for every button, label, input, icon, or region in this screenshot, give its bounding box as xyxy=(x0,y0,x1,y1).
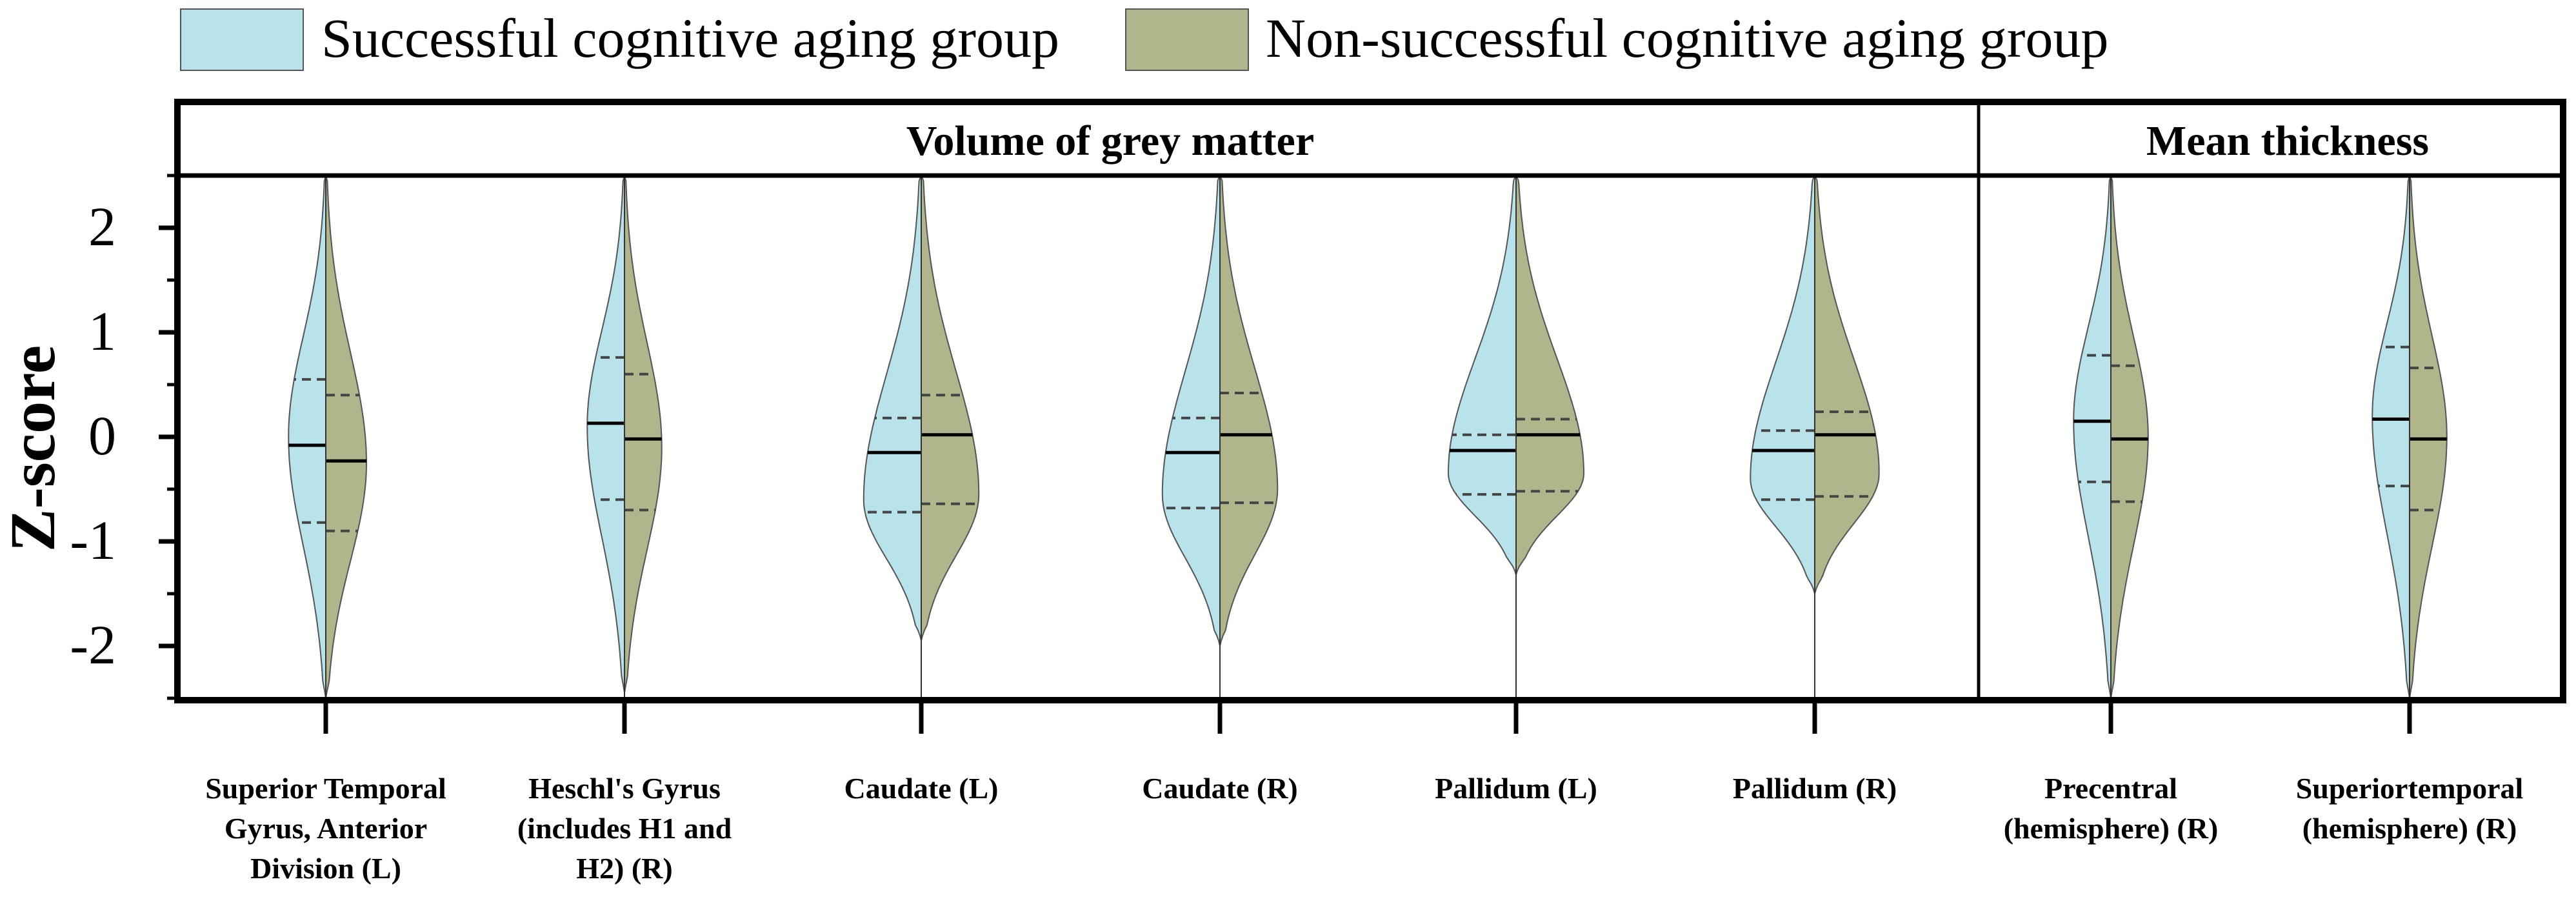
panel-title-volume: Volume of grey matter xyxy=(906,117,1314,165)
panel-title-thickness: Mean thickness xyxy=(2146,117,2429,165)
y-tick-label: -1 xyxy=(70,509,116,571)
violin-half-non-successful xyxy=(2110,175,2149,699)
violin-half-non-successful xyxy=(1814,175,1880,594)
violin-half-non-successful xyxy=(1515,175,1585,576)
violin-group xyxy=(1161,175,1279,700)
x-tick-label: Caudate (R) xyxy=(1142,772,1297,805)
violins xyxy=(288,175,2448,700)
x-tick-label-line: Caudate (R) xyxy=(1142,772,1297,805)
violin-group xyxy=(1750,175,1880,700)
violin-half-successful xyxy=(1447,175,1517,576)
x-tick-label-line: (includes H1 and xyxy=(517,812,732,845)
x-tick-label-line: (hemisphere) (R) xyxy=(2004,812,2219,845)
x-tick-label-line: (hemisphere) (R) xyxy=(2302,812,2517,845)
y-tick-label: 1 xyxy=(88,300,116,362)
x-tick-label-line: Precentral xyxy=(2044,772,2177,805)
x-tick-label: Pallidum (L) xyxy=(1435,772,1597,805)
x-tick-label: Heschl's Gyrus (includes H1 and H2) (R) xyxy=(517,772,732,885)
violin-half-non-successful xyxy=(325,175,367,699)
x-tick-label-line: Caudate (L) xyxy=(844,772,999,805)
x-tick-label: Precentral (hemisphere) (R) xyxy=(2004,772,2219,845)
violin-group xyxy=(1447,175,1585,700)
x-tick-label-line: Superiortemporal xyxy=(2296,772,2524,805)
plot-frame: Volume of grey matter Mean thickness xyxy=(174,99,2566,703)
violin-half-successful xyxy=(288,175,326,699)
violin-group xyxy=(586,175,663,700)
violin-half-non-successful xyxy=(1219,175,1279,647)
y-tick-label: 2 xyxy=(88,196,116,257)
violin-half-successful xyxy=(1161,175,1221,647)
violin-half-non-successful xyxy=(921,175,980,641)
legend-label-successful: Successful cognitive aging group xyxy=(321,7,1059,69)
violin-group xyxy=(2073,175,2149,700)
x-tick-label-line: Heschl's Gyrus xyxy=(528,772,721,805)
legend-label-non-successful: Non-successful cognitive aging group xyxy=(1266,7,2108,69)
y-axis: -2 -1 0 1 2 xyxy=(70,174,177,700)
plot-border xyxy=(174,99,2566,703)
violin-half-successful xyxy=(2073,175,2112,699)
x-tick-label: Caudate (L) xyxy=(844,772,999,805)
x-tick-label-line: Superior Temporal xyxy=(205,772,446,805)
violin-half-successful xyxy=(2371,175,2410,699)
x-tick-label-line: Pallidum (R) xyxy=(1733,772,1897,805)
x-tick-label-line: Gyrus, Anterior xyxy=(225,812,427,845)
y-axis-label: Z-score xyxy=(0,345,68,552)
violin-half-successful xyxy=(1750,175,1815,594)
violin-half-successful xyxy=(863,175,922,641)
legend: Successful cognitive aging group Non-suc… xyxy=(180,7,2108,71)
violin-group xyxy=(2371,175,2448,700)
violin-group xyxy=(288,175,367,700)
violin-half-non-successful xyxy=(2409,175,2448,699)
x-axis: Superior Temporal Gyrus, Anterior Division… xyxy=(205,700,2523,885)
x-tick-label-line: Pallidum (L) xyxy=(1435,772,1597,805)
x-tick-label-line: H2) (R) xyxy=(576,852,672,885)
x-tick-label: Pallidum (R) xyxy=(1733,772,1897,805)
violin-group xyxy=(863,175,980,700)
x-tick-label: Superior Temporal Gyrus, Anterior Division… xyxy=(205,772,446,885)
y-tick-label: 0 xyxy=(88,405,116,467)
y-tick-label: -2 xyxy=(70,614,116,676)
legend-swatch-successful xyxy=(180,8,304,71)
legend-swatch-non-successful xyxy=(1125,8,1249,71)
x-tick-label: Superiortemporal (hemisphere) (R) xyxy=(2296,772,2524,845)
x-tick-label-line: Division (L) xyxy=(250,852,401,885)
violin-half-non-successful xyxy=(624,175,663,694)
violin-half-successful xyxy=(586,175,625,694)
